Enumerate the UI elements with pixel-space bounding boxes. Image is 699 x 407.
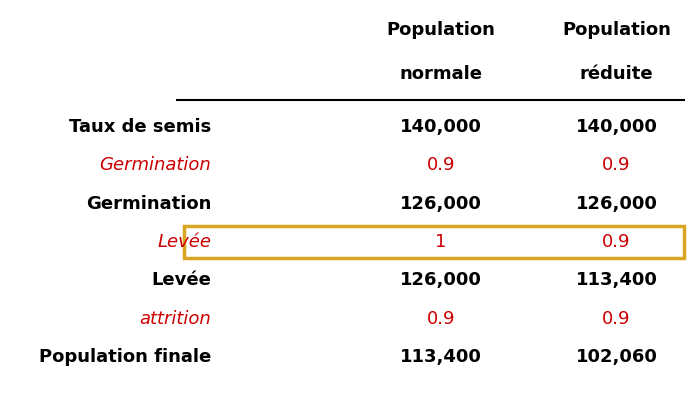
Text: 0.9: 0.9: [426, 310, 455, 328]
Text: attrition: attrition: [139, 310, 211, 328]
Text: Population: Population: [387, 21, 496, 39]
Text: normale: normale: [399, 65, 482, 83]
Text: Population finale: Population finale: [39, 348, 211, 366]
Text: 0.9: 0.9: [603, 233, 630, 251]
Text: Germination: Germination: [86, 195, 211, 212]
Text: 0.9: 0.9: [603, 156, 630, 174]
Text: 126,000: 126,000: [400, 271, 482, 289]
Text: 0.9: 0.9: [603, 310, 630, 328]
Text: 113,400: 113,400: [400, 348, 482, 366]
Text: 113,400: 113,400: [575, 271, 658, 289]
Text: 1: 1: [435, 233, 447, 251]
Text: Germination: Germination: [99, 156, 211, 174]
Text: réduite: réduite: [579, 65, 654, 83]
Text: Levée: Levée: [151, 271, 211, 289]
Text: Levée: Levée: [157, 233, 211, 251]
Text: 102,060: 102,060: [575, 348, 658, 366]
Text: 126,000: 126,000: [400, 195, 482, 212]
Text: Population: Population: [562, 21, 671, 39]
Text: 140,000: 140,000: [575, 118, 658, 136]
Text: 0.9: 0.9: [426, 156, 455, 174]
Text: 126,000: 126,000: [575, 195, 658, 212]
Text: 140,000: 140,000: [400, 118, 482, 136]
Text: Taux de semis: Taux de semis: [69, 118, 211, 136]
